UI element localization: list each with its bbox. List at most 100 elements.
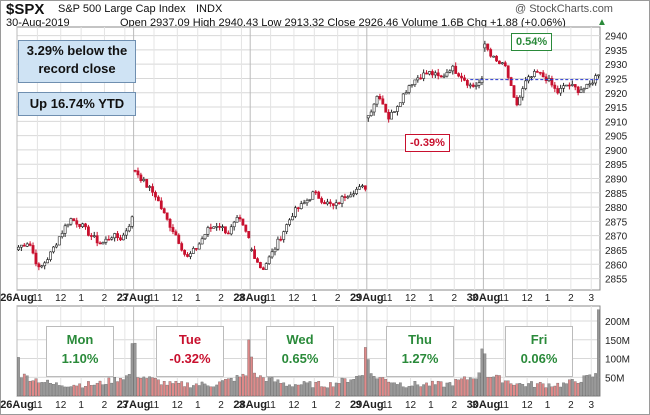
- volume-bar: [57, 385, 61, 397]
- volume-bar: [37, 382, 41, 397]
- volume-bar: [317, 381, 321, 397]
- candle-body: [553, 84, 557, 89]
- candle-body: [264, 263, 268, 270]
- ytd-box: Up 16.74% YTD: [18, 92, 136, 116]
- volume-bar: [46, 379, 49, 397]
- volume-bar: [527, 383, 530, 397]
- y-tick-label: 2900: [605, 146, 628, 157]
- volume-bar: [264, 381, 268, 397]
- volume-bar: [159, 384, 163, 397]
- candle-body: [197, 243, 201, 250]
- y-tick-label: 2920: [605, 89, 628, 100]
- symbol: $SPX: [6, 1, 45, 18]
- candle-body: [267, 256, 271, 264]
- candle-body: [37, 263, 41, 268]
- day-box-tue: Tue -0.32%: [156, 326, 224, 377]
- x-tick-label: 27Aug: [117, 399, 151, 411]
- volume-bar: [197, 385, 201, 397]
- candle-body: [151, 186, 154, 193]
- volume-bar: [398, 382, 402, 397]
- volume-bar: [468, 377, 472, 397]
- candle-body: [512, 85, 516, 98]
- volume-bar: [194, 383, 198, 397]
- volume-bar: [95, 383, 99, 397]
- candle-body: [518, 96, 522, 106]
- candle-body: [474, 85, 478, 87]
- volume-bar: [145, 378, 149, 397]
- candle-body: [454, 65, 458, 74]
- volume-bar: [556, 382, 560, 397]
- day-name: Thu: [408, 332, 432, 347]
- candle-body: [145, 179, 149, 188]
- candle-body: [256, 258, 259, 263]
- day-pct: 0.06%: [520, 351, 558, 366]
- candle-body: [49, 251, 52, 260]
- volume-bar: [530, 381, 533, 397]
- candle-body: [43, 262, 47, 267]
- candle-body: [393, 111, 396, 113]
- candle-body: [533, 71, 536, 77]
- x-tick-label: 2: [218, 400, 224, 411]
- candle-body: [261, 267, 265, 270]
- x-tick-label: 11: [32, 293, 43, 304]
- volume-bar: [270, 377, 274, 397]
- candle-body: [535, 71, 539, 73]
- candle-body: [372, 103, 376, 113]
- candle-body: [168, 219, 172, 228]
- x-tick-label: 2: [451, 400, 457, 411]
- watermark: @ StockCharts.com: [515, 3, 613, 15]
- volume-bar: [229, 377, 233, 397]
- candle-body: [457, 73, 461, 77]
- x-tick-label: 12: [522, 400, 534, 411]
- x-tick-label: 1: [545, 400, 551, 411]
- volume-bar: [259, 375, 262, 397]
- volume-bar: [168, 381, 172, 397]
- candle-body: [588, 83, 592, 86]
- candle-body: [186, 254, 189, 257]
- candle-body: [279, 238, 283, 241]
- candle-body: [259, 262, 262, 269]
- x-tick-label: 2: [568, 400, 574, 411]
- volume-bar: [261, 377, 265, 397]
- volume-bar: [445, 382, 449, 397]
- volume-bar: [49, 383, 52, 397]
- x-tick-label: 29Aug: [350, 292, 384, 304]
- volume-bar: [171, 383, 175, 397]
- volume-bar: [124, 375, 128, 397]
- volume-bar: [506, 380, 510, 397]
- x-tick-label: 28Aug: [233, 292, 267, 304]
- candle-body: [273, 248, 277, 253]
- candle-body: [218, 226, 221, 228]
- volume-bar: [568, 379, 571, 397]
- x-tick-label: 27Aug: [117, 292, 151, 304]
- candle-body: [500, 62, 504, 65]
- volume-bar: [288, 384, 291, 397]
- candle-body: [232, 221, 236, 228]
- volume-bar: [305, 382, 309, 397]
- volume-bar: [72, 384, 76, 397]
- candle-body: [136, 170, 140, 176]
- candle-body: [302, 202, 306, 205]
- candle-body: [200, 238, 204, 245]
- volume-bar: [296, 384, 300, 397]
- x-tick-label: 11: [149, 400, 160, 411]
- volume-bar: [436, 380, 440, 397]
- volume-bar: [244, 375, 248, 397]
- candle-body: [66, 223, 70, 227]
- volume-bar: [579, 381, 583, 397]
- candle-body: [104, 238, 108, 243]
- volume-bar: [442, 386, 446, 397]
- candle-body: [407, 85, 411, 93]
- candle-body: [250, 249, 254, 251]
- volume-bar: [495, 374, 498, 397]
- candle-body: [369, 111, 373, 116]
- candle-body: [582, 88, 586, 91]
- volume-bar: [247, 339, 251, 397]
- candle-body: [57, 236, 61, 246]
- volume-bar: [570, 379, 574, 397]
- candle-body: [81, 223, 84, 227]
- up-arrow-icon: ▲: [597, 17, 607, 28]
- volume-bar: [366, 359, 370, 397]
- candle-body: [189, 253, 192, 257]
- candle-body: [84, 223, 87, 228]
